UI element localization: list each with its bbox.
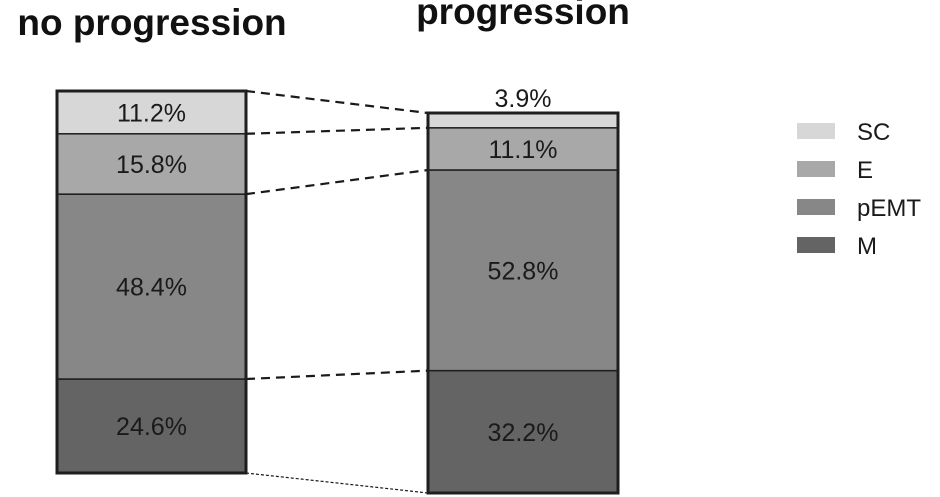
legend-label-e: E (857, 157, 873, 184)
data-label-e-no-progression: 15.8% (116, 151, 187, 179)
category-title-progression: progression (416, 0, 630, 32)
legend-label-pemt: pEMT (857, 195, 921, 222)
data-label-m-progression: 32.2% (488, 419, 559, 447)
connector-lines (245, 89, 429, 494)
bar-no-progression (55, 89, 248, 475)
bars: 24.6% 48.4% 15.8% 11.2% 32.2% 52.8% 11.1% 3.9% (55, 85, 620, 495)
connector-line-4 (245, 89, 429, 115)
data-label-pemt-progression: 52.8% (488, 257, 559, 285)
category-titles: no progression progression (17, 0, 630, 43)
legend-swatch-e (797, 161, 835, 177)
bar-progression (426, 111, 620, 495)
connector-line-2 (245, 168, 429, 196)
data-label-sc-no-progression: 11.2% (117, 99, 186, 127)
category-title-no-progression: no progression (17, 2, 286, 43)
bar-segment-pemt-no-progression (56, 193, 247, 380)
data-label-e-progression: 11.1% (488, 136, 557, 164)
legend-label-sc: SC (857, 119, 890, 146)
data-label-sc-progression: 3.9% (495, 85, 552, 113)
bar-segment-pemt-progression (427, 169, 619, 372)
bar-outline-no-progression (55, 89, 248, 475)
legend-item-sc: SC (797, 119, 890, 146)
data-label-pemt-no-progression: 48.4% (116, 274, 187, 302)
legend-swatch-sc (797, 123, 835, 139)
legend-item-m: M (797, 233, 877, 260)
legend-swatch-m (797, 237, 835, 253)
legend-label-m: M (857, 233, 877, 260)
connector-line-1 (245, 369, 429, 381)
legend-swatch-pemt (797, 199, 835, 215)
connector-line-0 (245, 472, 429, 494)
legend-item-e: E (797, 157, 873, 184)
bar-segment-sc-progression (427, 112, 619, 129)
bar-segment-m-no-progression (56, 378, 247, 474)
bar-outline-progression (426, 111, 620, 495)
connector-line-3 (245, 126, 429, 135)
data-label-m-no-progression: 24.6% (116, 413, 187, 441)
legend-item-pemt: pEMT (797, 195, 921, 222)
